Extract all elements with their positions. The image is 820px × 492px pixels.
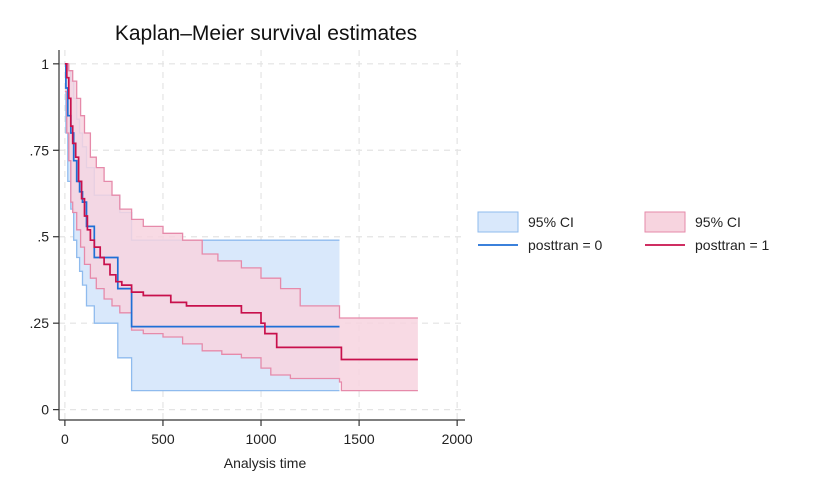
survival-line-1 [64,62,418,361]
x-tick-label-2: 1000 [245,431,276,447]
legend-line-label-0: posttran = 0 [528,237,603,253]
x-axis-title: Analysis time [224,455,307,471]
y-tick-label-1: .25 [30,315,50,331]
legend: 95% CI posttran = 0 95% CI posttran = 1 [477,211,770,253]
legend-ci-label-0: 95% CI [528,214,574,230]
x-tick-label-4: 2000 [442,431,473,447]
ci-band-1 [64,63,418,391]
ci-lower-line-0 [64,63,340,392]
legend-line-label-1: posttran = 1 [695,237,770,253]
legend-ci-swatch-0 [477,211,519,233]
axes: 0 500 1000 1500 2000 0 .25 .5 .75 1 [30,50,473,447]
chart-title: Kaplan–Meier survival estimates [115,22,417,45]
y-tick-label-4: 1 [41,56,49,72]
legend-ci-label-1: 95% CI [695,214,741,230]
legend-ci-swatch-1 [644,211,686,233]
ci-upper-line-1 [64,63,418,319]
ci-lower-line-1 [64,90,418,392]
x-tick-label-1: 500 [151,431,175,447]
y-tick-label-3: .75 [30,142,50,158]
x-tick-label-0: 0 [61,431,69,447]
x-tick-label-3: 1500 [344,431,375,447]
survival-curves [64,62,418,361]
confidence-bands [64,63,418,392]
y-tick-label-2: .5 [37,229,49,245]
y-tick-label-0: 0 [41,402,49,418]
